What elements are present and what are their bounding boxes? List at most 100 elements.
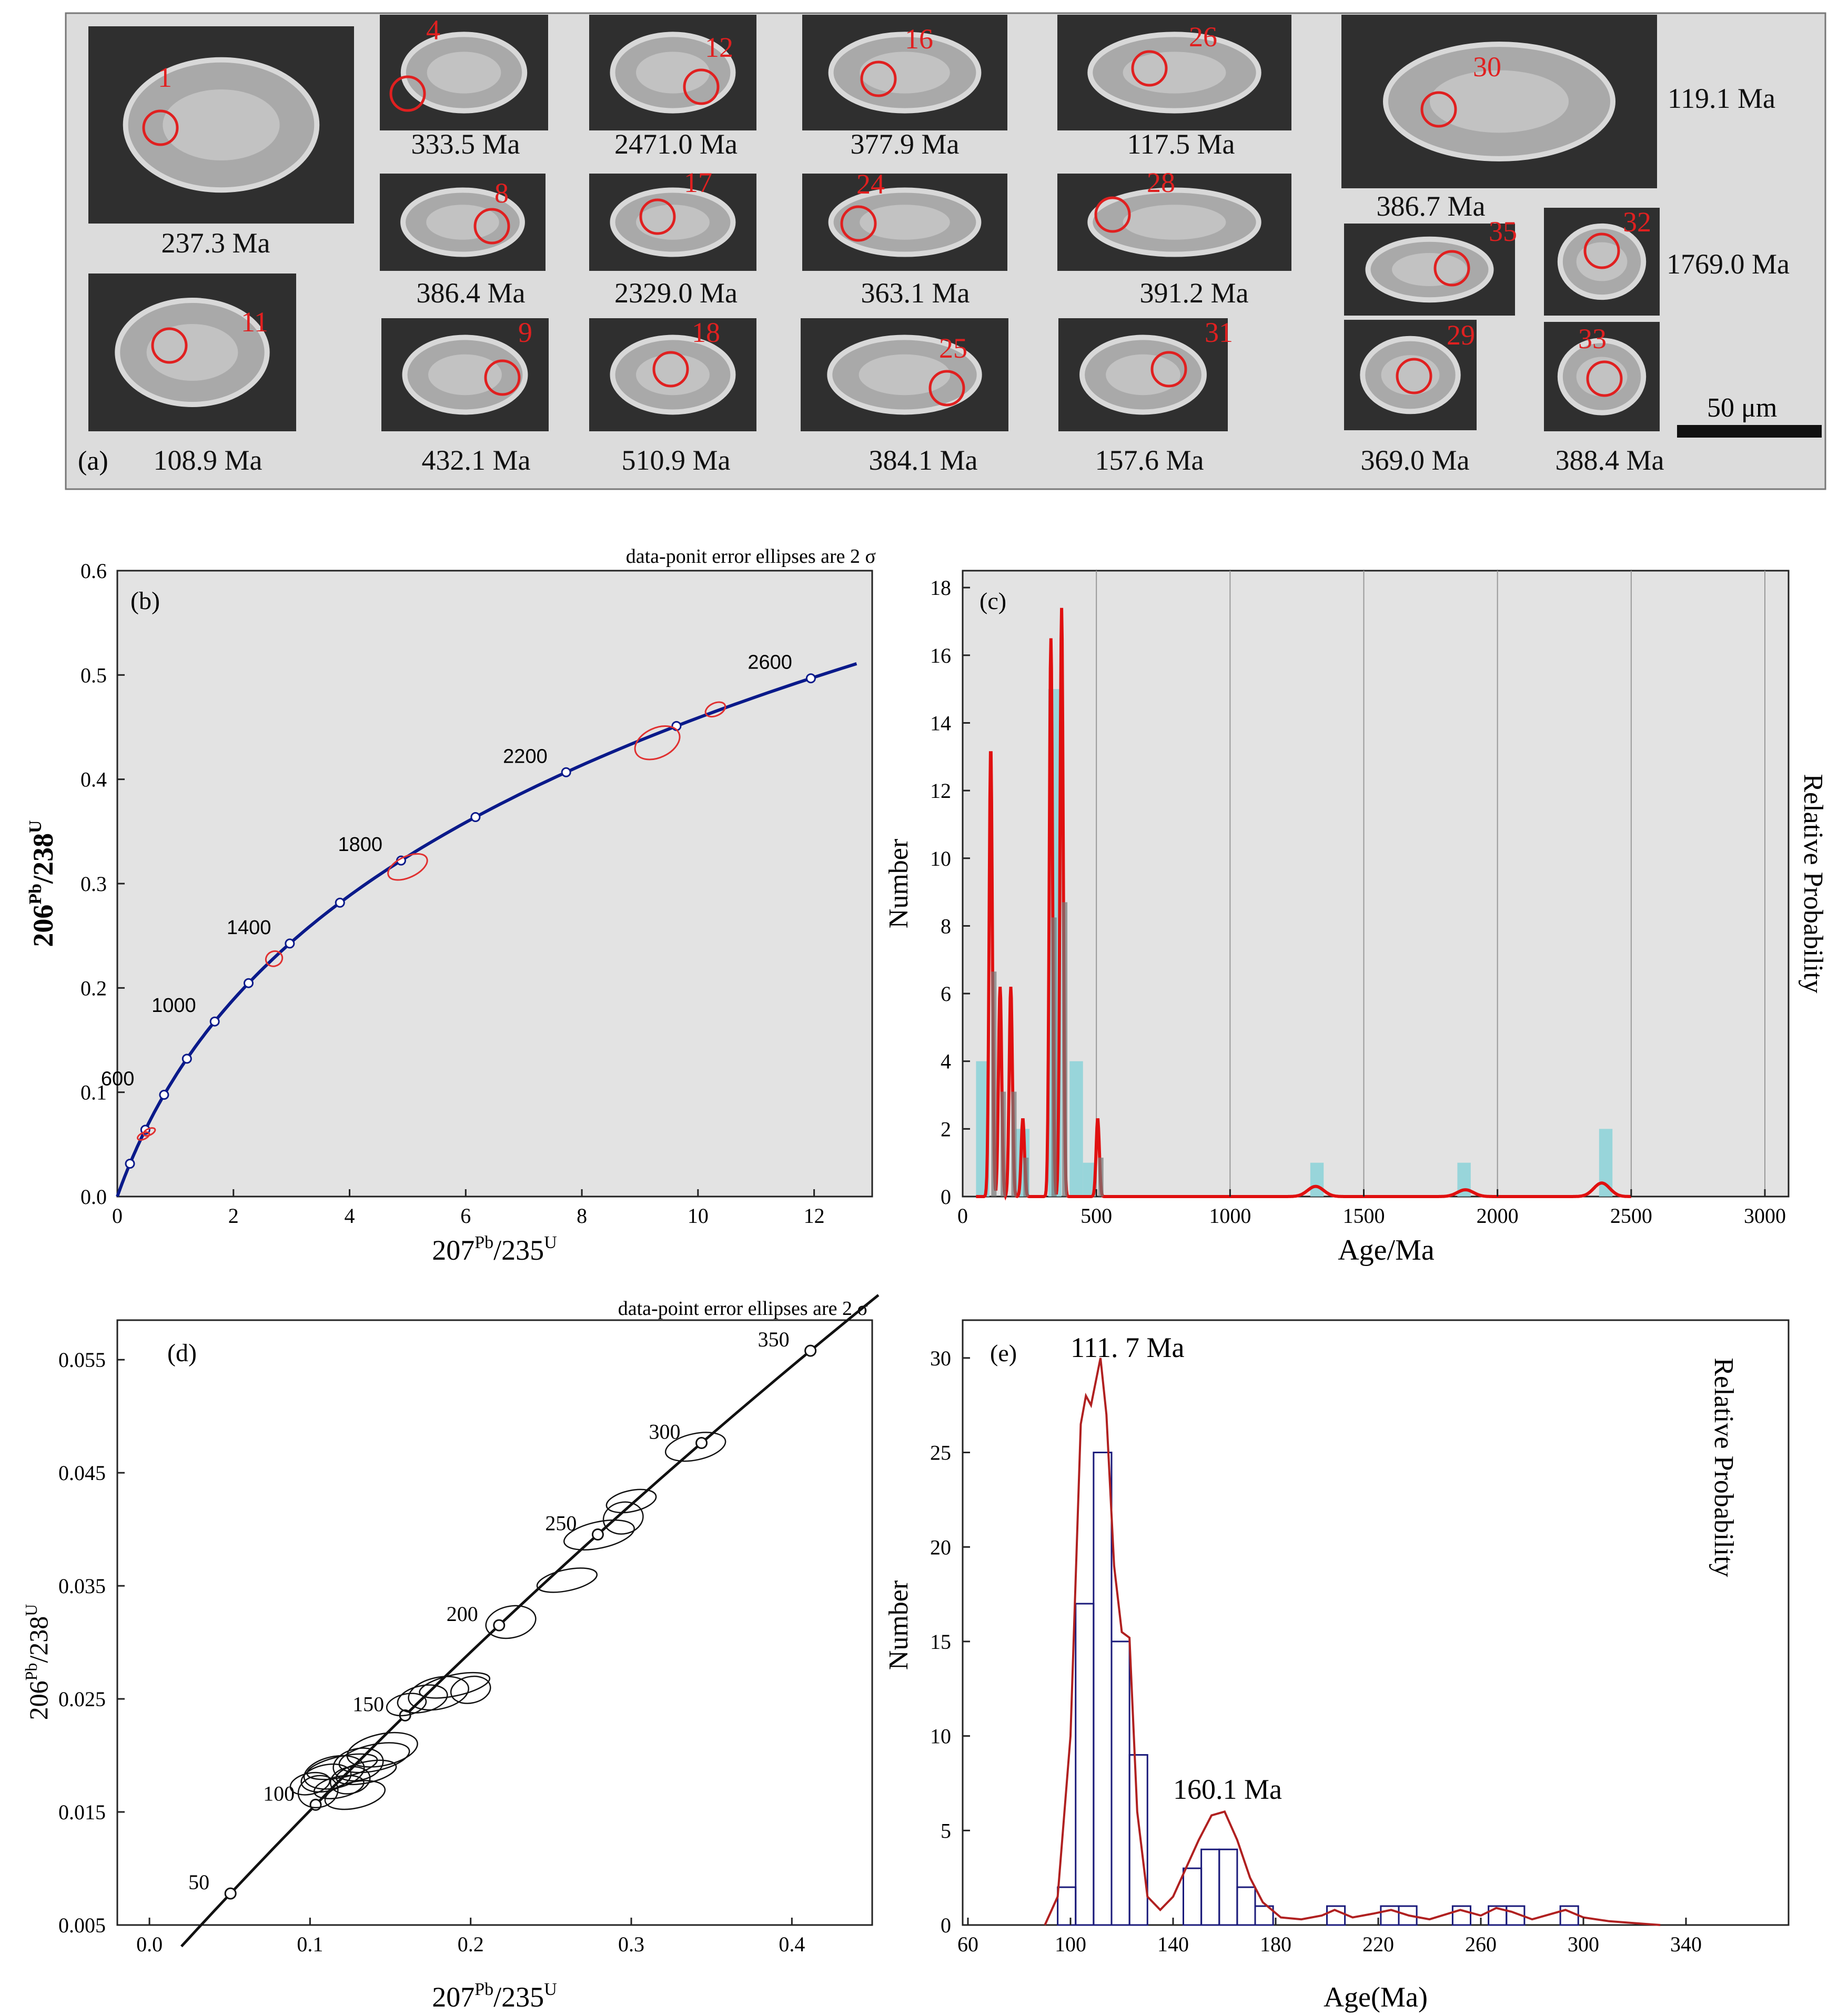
concordia-curve: [116, 662, 857, 1198]
zircon-grain-11: 11 108.9 Ma: [88, 273, 296, 476]
y-tick-label: 15: [930, 1630, 951, 1654]
panel-d-label: (d): [167, 1339, 197, 1367]
grain-age-label: 1769.0 Ma: [1667, 248, 1790, 280]
spot-number: 1: [158, 62, 172, 93]
panel-e-plot-frame: [962, 1319, 1790, 1926]
grain-age-label: 2471.0 Ma: [614, 128, 738, 160]
analysis-spot-circle: [484, 359, 521, 396]
y-tick-label: 0.3: [80, 872, 107, 896]
data-point-ellipse: [450, 1675, 491, 1704]
grain-core-zone: [146, 324, 238, 381]
x-tick-label: 300: [1568, 1932, 1599, 1956]
x-tick-label: 0.0: [136, 1932, 163, 1956]
zircon-grain-8: 8 386.4 Ma: [380, 174, 546, 309]
probability-curve: [1044, 1357, 1661, 1926]
data-point-ellipse: [324, 1780, 386, 1810]
panel-e-histogram: (e) 60 100 140 180 220 260 300 340051015202530 …: [884, 1319, 1790, 2013]
histogram-bar: [1451, 1905, 1471, 1926]
analysis-spot-circle: [928, 370, 965, 407]
concordia-age-marker: [181, 1053, 192, 1064]
panel-c-plot-frame: [962, 570, 1790, 1198]
concordia-age-marker: [244, 978, 254, 988]
data-point-ellipse: [313, 1775, 365, 1799]
data-point-ellipse: [137, 1131, 150, 1141]
histogram-bar: [1310, 1162, 1324, 1197]
zircon-grain-4: 4 333.5 Ma: [380, 14, 548, 160]
grain-core-zone: [859, 354, 951, 396]
zircon-grain-35: 35 119.1 Ma: [1344, 83, 1775, 316]
grain-core-zone: [428, 354, 502, 396]
spot-number: 11: [241, 306, 268, 338]
panel-b-plot-frame: [116, 570, 873, 1198]
concordia-age-marker: [159, 1090, 169, 1100]
grain-age-label: 108.9 Ma: [154, 444, 262, 476]
x-tick-label: 60: [957, 1932, 978, 1956]
y-tick-label: 0: [941, 1185, 951, 1209]
panel-a-label: (a): [78, 446, 108, 476]
grain-core-zone: [1392, 253, 1467, 286]
concordia-age-marker: [493, 1619, 506, 1632]
x-tick-label: 3000: [1744, 1204, 1786, 1228]
x-tick-label: 4: [345, 1204, 355, 1228]
analysis-spot-circle: [840, 205, 877, 242]
panel-d-note: data-point error ellipses are 2 σ: [618, 1298, 868, 1320]
x-tick-label: 220: [1362, 1932, 1394, 1956]
grain-core-zone: [1576, 242, 1628, 281]
spot-number: 31: [1205, 317, 1233, 348]
data-point-ellipse: [336, 1759, 397, 1786]
y-tick-label: 0.5: [80, 663, 107, 687]
data-point-ellipse: [346, 1731, 418, 1768]
grain-age-label: 2329.0 Ma: [614, 277, 738, 309]
grain-core-zone: [636, 354, 710, 396]
panel-b-xlabel: 207Pb/235U: [432, 1233, 557, 1266]
concordia-age-label: 1800: [338, 834, 382, 856]
data-point-ellipse: [704, 701, 726, 718]
panel-b-label: (b): [130, 587, 160, 615]
concordia-age-marker: [224, 1887, 237, 1900]
x-tick-label: 0: [112, 1204, 123, 1228]
grain-core-zone: [860, 205, 950, 240]
zircon-grain-29: 29 369.0 Ma: [1344, 319, 1477, 476]
grain-core-zone: [636, 52, 710, 94]
grain-age-label: 333.5 Ma: [411, 128, 520, 160]
data-point-ellipse: [143, 1127, 156, 1137]
grain-age-label: 237.3 Ma: [161, 227, 270, 259]
zircon-grain-12: 12 2471.0 Ma: [589, 15, 756, 160]
analysis-spot-circle: [652, 351, 689, 388]
grain-age-label: 117.5 Ma: [1127, 128, 1235, 160]
grain-age-label: 157.6 Ma: [1095, 444, 1204, 476]
x-tick-label: 2500: [1610, 1204, 1652, 1228]
panel-d-concordia-zoom: data-point error ellipses are 2 σ (d) 50…: [22, 1294, 880, 2013]
data-point-ellipse: [602, 1501, 644, 1535]
concordia-age-label: 50: [188, 1870, 209, 1894]
y-tick-label: 20: [930, 1535, 951, 1559]
grain-age-label: 510.9 Ma: [622, 444, 731, 476]
analysis-spot-circle: [1586, 360, 1623, 397]
x-tick-label: 6: [460, 1204, 471, 1228]
data-point-ellipse: [397, 1684, 448, 1714]
spot-number: 12: [705, 32, 733, 63]
x-tick-label: 140: [1157, 1932, 1189, 1956]
grain-age-label: 386.4 Ma: [417, 277, 526, 309]
grain-age-label: 432.1 Ma: [422, 444, 531, 476]
y-tick-label: 0.035: [58, 1574, 106, 1598]
analysis-spot-circle: [860, 60, 897, 97]
grain-age-label: 363.1 Ma: [861, 277, 970, 309]
y-tick-label: 0.005: [58, 1913, 106, 1937]
x-tick-label: 100: [1055, 1932, 1086, 1956]
y-tick-label: 30: [930, 1346, 951, 1370]
x-tick-label: 260: [1465, 1932, 1497, 1956]
y-tick-label: 16: [930, 644, 951, 667]
y-tick-label: 0.2: [80, 976, 107, 1000]
panel-b-ylabel: 206Pb/238U: [26, 820, 59, 947]
spot-number: 35: [1489, 216, 1517, 247]
panel-b-concordia: data-ponit error ellipses are 2 σ (b) 0 2…: [26, 545, 876, 1266]
histogram-bar: [1398, 1905, 1418, 1926]
y-tick-label: 25: [930, 1441, 951, 1465]
spot-number: 26: [1189, 21, 1217, 53]
grain-core-zone: [1381, 355, 1440, 395]
spot-number: 8: [494, 177, 509, 209]
analysis-spot-circle: [1150, 351, 1187, 388]
concordia-age-marker: [470, 812, 481, 823]
spot-number: 9: [518, 317, 532, 348]
